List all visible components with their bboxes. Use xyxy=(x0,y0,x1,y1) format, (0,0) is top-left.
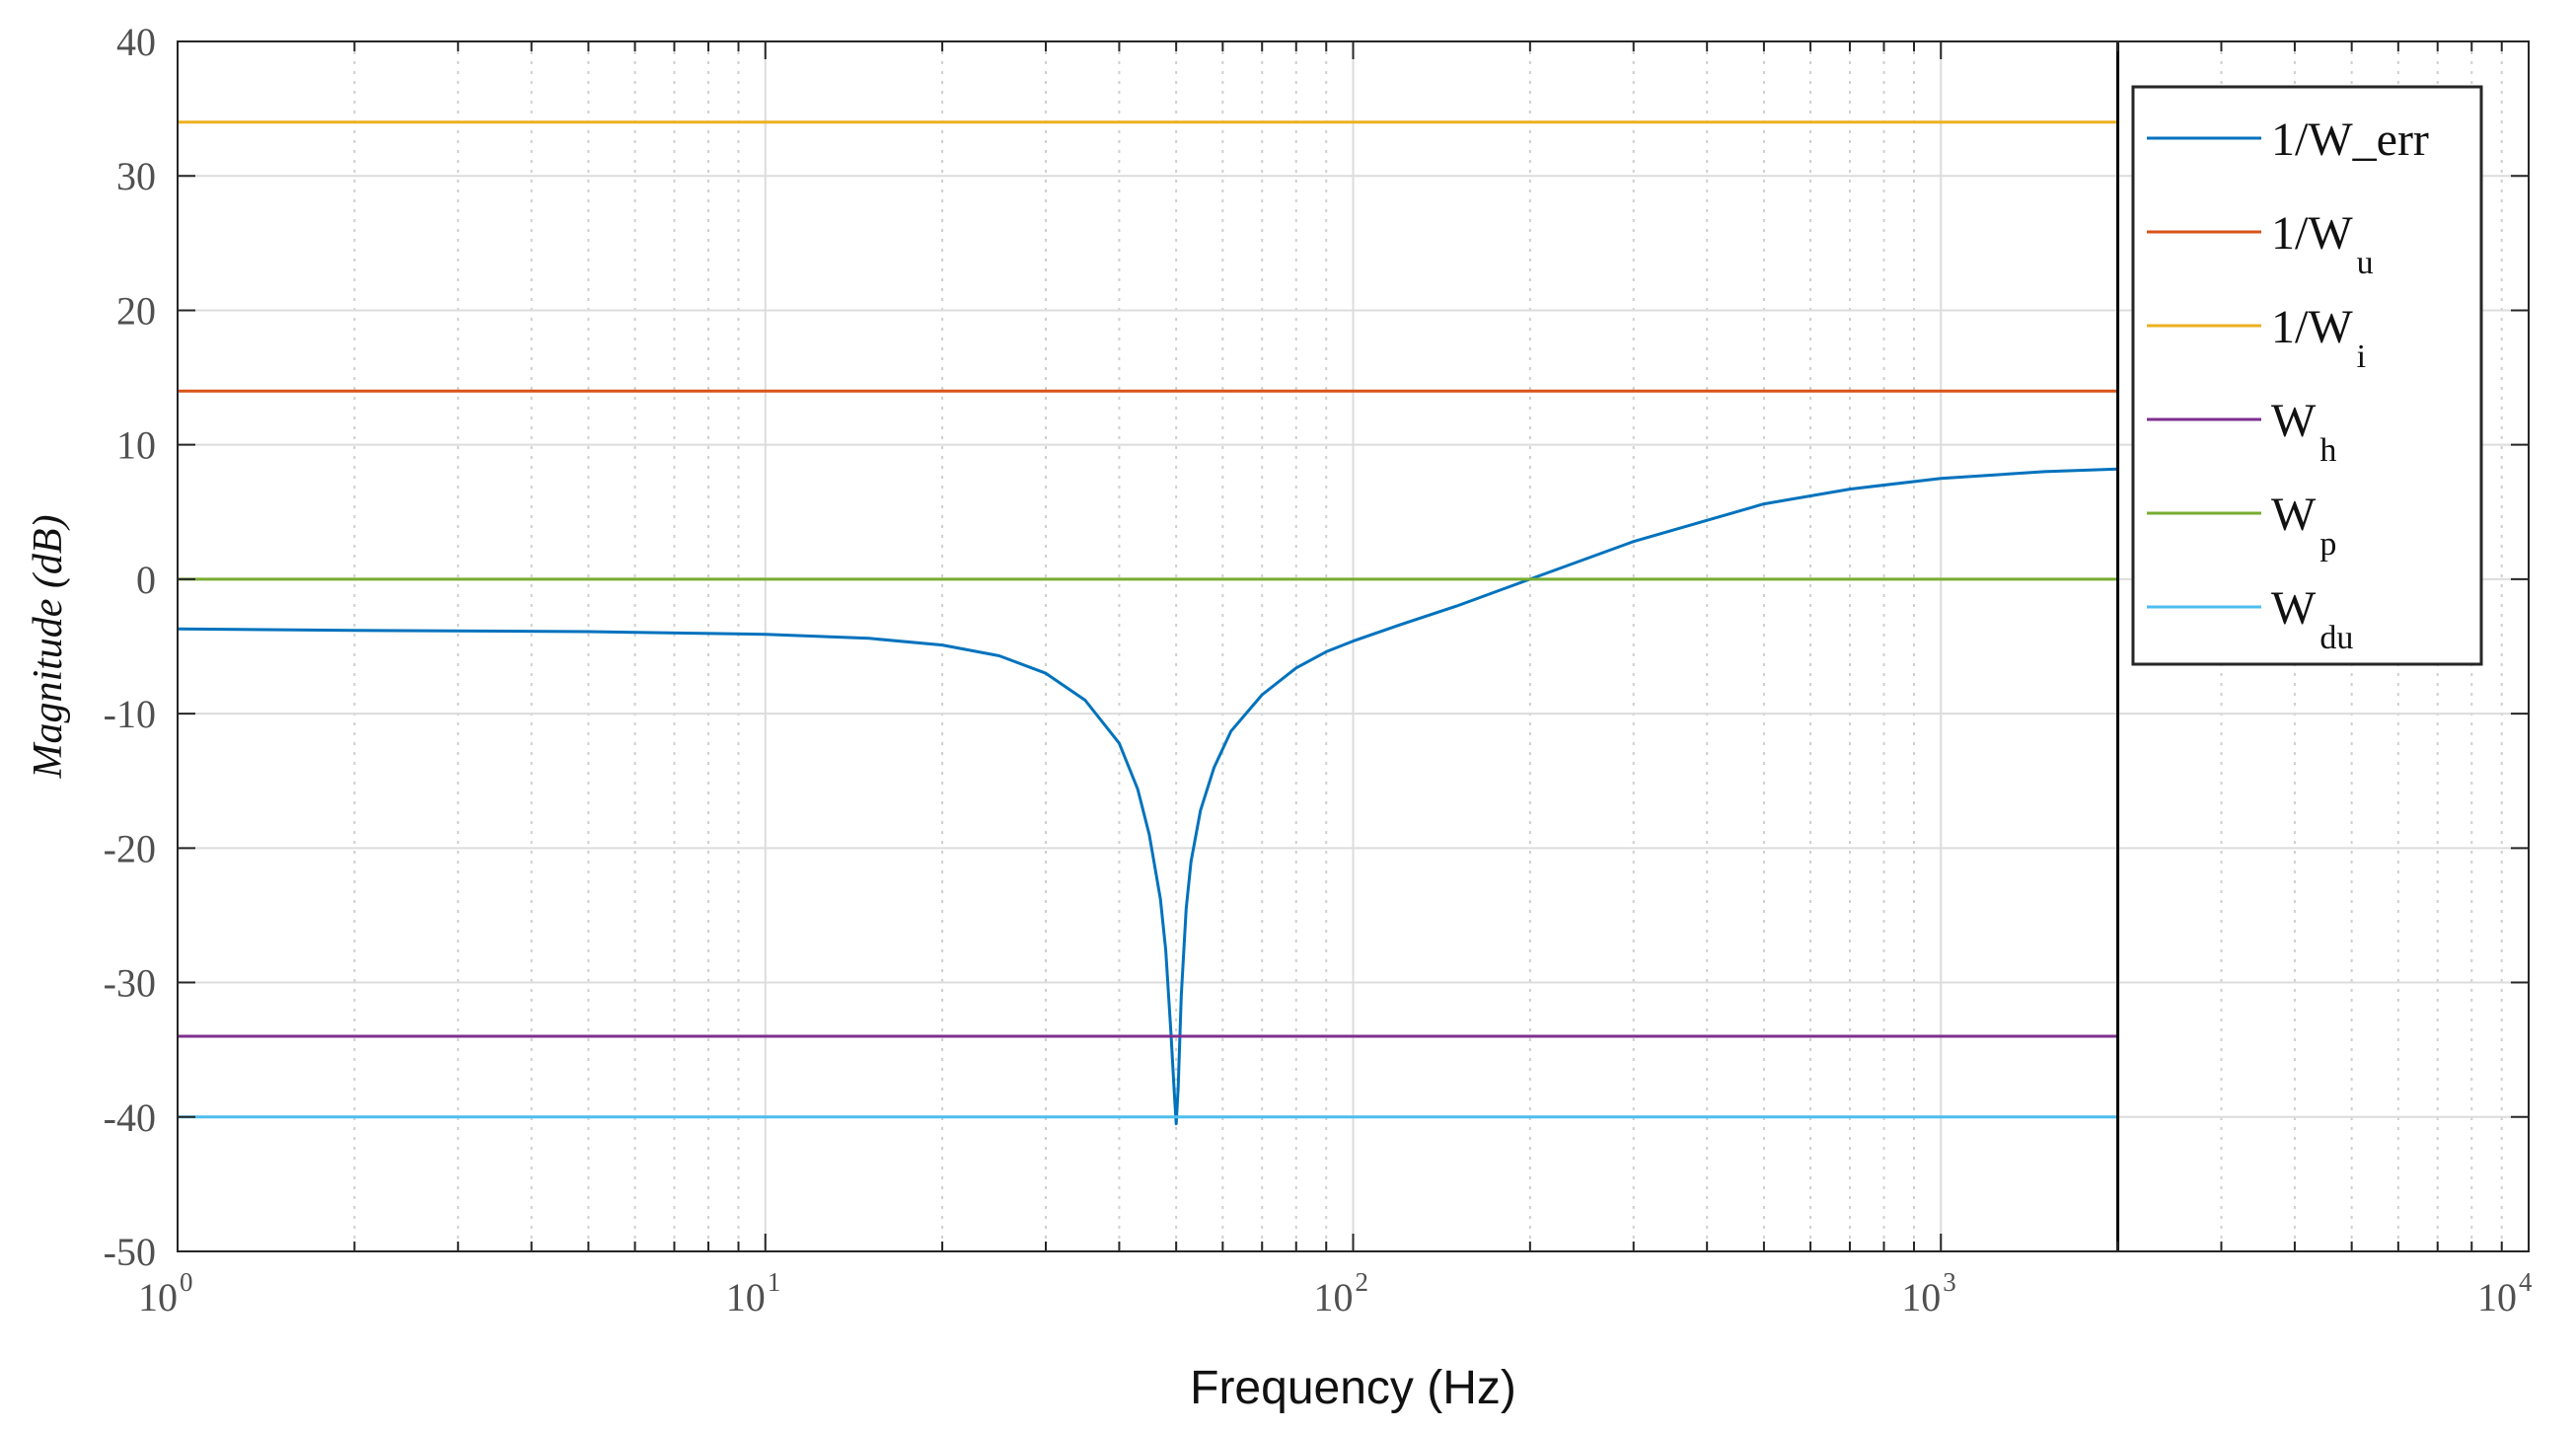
y-axis-label: Magnitude (dB) xyxy=(26,514,71,779)
x-tick-label-exponent: 2 xyxy=(1356,1267,1369,1297)
y-tick-labels: 40 30 20 10 0 -10 -20 -30 -40 -50 xyxy=(104,20,156,1274)
x-tick-labels: 10 0 10 1 10 2 10 3 10 4 xyxy=(138,1267,2533,1319)
y-tick-label: -20 xyxy=(104,826,156,870)
x-tick-label-exponent: 4 xyxy=(2519,1267,2533,1297)
x-tick-label-base: 10 xyxy=(2477,1275,2517,1319)
x-tick-label-exponent: 1 xyxy=(768,1267,781,1297)
axis-ticks xyxy=(177,40,2530,1252)
x-tick-label-exponent: 0 xyxy=(180,1267,193,1297)
y-tick-label: -30 xyxy=(104,961,156,1006)
legend-label-1-w-i: 1/W xyxy=(2271,301,2353,353)
legend-label-subscript-1-w-u: u xyxy=(2357,245,2374,281)
series-lines xyxy=(177,120,2118,1126)
legend-box xyxy=(2131,85,2483,666)
legend-label-1-w-u: 1/W xyxy=(2271,207,2353,260)
x-tick-label-base: 10 xyxy=(138,1275,178,1319)
legend-label-subscript-w-h: h xyxy=(2319,432,2336,469)
legend-label-subscript-1-w-i: i xyxy=(2357,339,2366,375)
legend-label-subscript-w-p: p xyxy=(2319,526,2336,563)
y-tick-label: 40 xyxy=(116,20,156,64)
y-tick-label: -10 xyxy=(104,692,156,736)
y-tick-label: -40 xyxy=(104,1095,156,1140)
y-tick-label: 10 xyxy=(116,423,156,468)
legend-label-w-p: W xyxy=(2271,489,2317,541)
legend-label-subscript-w-du: du xyxy=(2319,620,2353,656)
series-line-1-w-err xyxy=(177,467,2118,1126)
x-tick-label-base: 10 xyxy=(726,1275,766,1319)
y-tick-label: -50 xyxy=(104,1230,156,1274)
x-tick-label-exponent: 3 xyxy=(1943,1267,1956,1297)
legend-label-1-w-err: 1/W_err xyxy=(2271,113,2429,166)
x-tick-label-base: 10 xyxy=(1901,1275,1941,1319)
x-axis-label: Frequency (Hz) xyxy=(1190,1362,1516,1414)
x-tick-label-base: 10 xyxy=(1314,1275,1354,1319)
y-tick-label: 30 xyxy=(116,154,156,198)
y-tick-label: 20 xyxy=(116,288,156,333)
y-tick-label: 0 xyxy=(136,558,156,602)
legend-label-w-h: W xyxy=(2271,395,2317,447)
legend-label-w-du: W xyxy=(2271,582,2317,635)
